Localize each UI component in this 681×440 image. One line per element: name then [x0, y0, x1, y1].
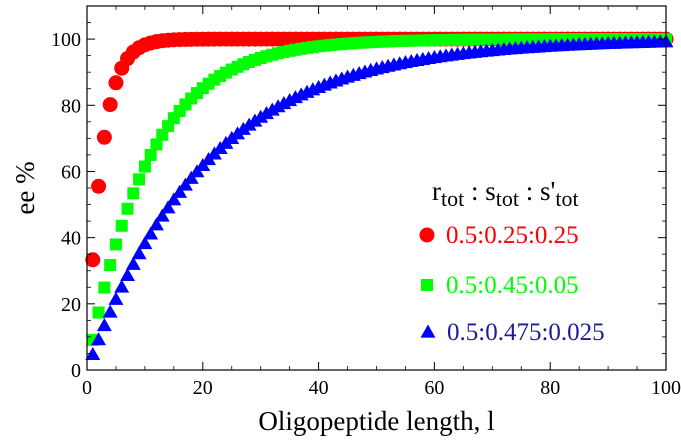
legend-title: rtot : stot : s'tot	[432, 176, 579, 211]
x-tick-label: 80	[540, 377, 560, 399]
data-point	[96, 318, 112, 332]
ticks-layer: 0 20 40 60 80 100 0 20 40 60 80 100	[51, 6, 681, 399]
data-point	[108, 291, 124, 305]
legend-label: 0.5:0.45:0.05	[446, 272, 579, 299]
legend-title-s-sub: tot	[496, 186, 519, 211]
data-point	[91, 178, 107, 194]
legend-marker	[419, 227, 435, 243]
legend-entry: 0.5:0.45:0.05	[421, 272, 579, 299]
data-point	[143, 226, 159, 240]
y-tick-label: 100	[51, 29, 81, 51]
data-point	[102, 97, 118, 113]
y-tick-label: 40	[61, 228, 81, 250]
x-tick-label: 100	[651, 377, 681, 399]
data-point	[114, 279, 130, 293]
data-point	[149, 217, 164, 231]
data-point	[121, 202, 134, 215]
data-point	[102, 304, 118, 318]
x-axis-label: Oligopeptide length, l	[258, 406, 494, 436]
data-point	[92, 306, 105, 319]
data-point	[177, 177, 193, 191]
data-point	[172, 184, 188, 198]
data-point	[104, 259, 117, 272]
legend-label: 0.5:0.475:0.025	[447, 319, 605, 346]
legend-entries: 0.5:0.25:0.25 0.5:0.45:0.05 0.5:0.475:0.02…	[419, 222, 605, 346]
legend-label: 0.5:0.25:0.25	[446, 222, 579, 249]
legend-title-s: s	[485, 176, 496, 206]
legend-title-r-sub: tot	[441, 186, 464, 211]
legend-title-sp: s'	[540, 176, 555, 206]
plot-frame	[86, 5, 667, 371]
data-point	[85, 346, 101, 361]
y-tick-label: 20	[61, 294, 81, 316]
data-point	[150, 138, 163, 151]
data-point	[133, 173, 146, 186]
data-point	[85, 252, 101, 268]
series-triangle	[85, 34, 674, 361]
legend: rtot : stot : s'tot 0.5:0.25:0.250.5:0.4…	[419, 176, 605, 346]
data-point	[115, 219, 128, 232]
legend-entry: 0.5:0.25:0.25	[419, 222, 579, 249]
y-tick-label: 60	[61, 161, 81, 183]
legend-title-r: r	[432, 176, 441, 206]
data-point	[108, 75, 124, 91]
data-point	[259, 106, 274, 120]
data-point	[91, 332, 107, 346]
x-tick-label: 40	[309, 377, 329, 399]
data-point	[131, 246, 147, 260]
data-point	[96, 129, 112, 145]
y-tick-label: 80	[61, 95, 81, 117]
legend-marker	[420, 324, 436, 338]
data-point	[127, 187, 140, 200]
data-point	[109, 238, 122, 251]
legend-title-sep-2: :	[519, 176, 540, 206]
data-point	[160, 200, 176, 214]
legend-marker	[421, 279, 433, 291]
data-point	[166, 192, 182, 206]
x-tick-label: 0	[82, 377, 92, 399]
legend-entry: 0.5:0.475:0.025	[420, 319, 605, 346]
data-point	[144, 148, 157, 161]
data-point	[125, 256, 141, 270]
data-point	[138, 160, 151, 173]
data-point	[154, 208, 170, 222]
x-tick-label: 60	[424, 377, 444, 399]
data-point	[98, 281, 111, 294]
x-tick-label: 20	[193, 377, 213, 399]
series-layer	[85, 31, 674, 361]
y-tick-label: 0	[71, 360, 81, 382]
legend-title-sp-sub: tot	[555, 186, 578, 211]
data-point	[264, 102, 280, 116]
legend-title-sep-1: :	[464, 176, 485, 206]
series-square	[86, 33, 672, 346]
y-axis-label: ee %	[10, 161, 40, 214]
data-point	[137, 236, 153, 250]
data-point	[120, 267, 136, 281]
